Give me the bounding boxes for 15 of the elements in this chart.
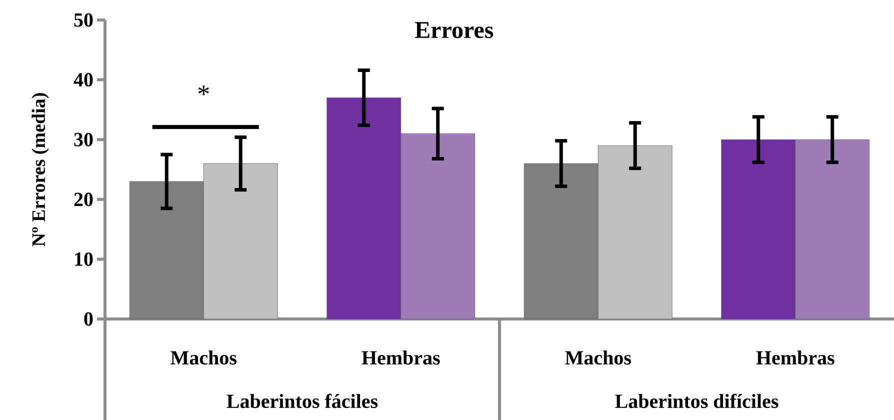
y-tick-label: 20: [74, 192, 93, 206]
chart-title: Errores: [414, 22, 494, 38]
y-tick-label: 50: [74, 13, 93, 27]
y-tick-label: 30: [74, 132, 93, 146]
annotation: *: [198, 86, 209, 96]
x-tick-label: Machos: [170, 350, 236, 365]
y-tick-label: 10: [75, 252, 93, 266]
text: Laberintos fáciles: [226, 394, 378, 408]
y-tick-label: 0: [84, 312, 93, 326]
y-tick-label: 40: [74, 73, 93, 87]
x-tick-label: Machos: [565, 350, 631, 365]
x-tick-label: Hembras: [362, 350, 440, 365]
text: Laberintos difíciles: [615, 394, 778, 408]
y-axis-title: Nº Errores (media): [32, 93, 49, 246]
x-tick-label: Hembras: [756, 350, 834, 365]
